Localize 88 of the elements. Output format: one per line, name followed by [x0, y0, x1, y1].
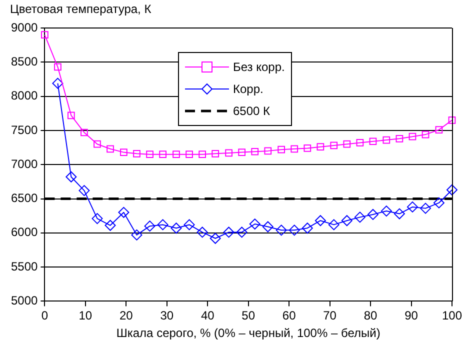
legend-label: 6500 К — [233, 104, 270, 118]
point — [94, 140, 101, 148]
x-tick-label: 70 — [323, 308, 337, 323]
point — [433, 197, 444, 208]
point — [354, 212, 366, 223]
point — [406, 201, 418, 212]
y-tick-label: 7500 — [10, 122, 38, 137]
point — [314, 215, 326, 226]
point — [92, 213, 103, 224]
point — [448, 116, 456, 124]
point — [146, 150, 154, 158]
y-tick-label: 5500 — [10, 259, 38, 274]
point — [290, 145, 298, 153]
point — [288, 224, 300, 236]
point — [316, 143, 324, 151]
point — [408, 132, 416, 140]
point — [278, 146, 286, 154]
point — [106, 145, 114, 153]
x-tick-label: 50 — [242, 308, 256, 323]
point — [54, 63, 62, 71]
x-tick-label: 20 — [119, 308, 134, 323]
x-tick-label: 80 — [364, 308, 378, 323]
x-tick-label: 10 — [78, 308, 92, 323]
point — [104, 220, 116, 231]
point — [236, 226, 248, 238]
point — [356, 139, 364, 146]
point — [170, 222, 182, 234]
point — [238, 148, 246, 156]
point — [159, 150, 166, 158]
point — [262, 221, 274, 232]
y-tick-label: 5000 — [10, 294, 38, 308]
legend-label: Без корр. — [233, 60, 285, 74]
point — [276, 224, 287, 236]
point — [420, 202, 432, 214]
point — [120, 148, 128, 156]
point — [343, 140, 351, 148]
point — [184, 219, 195, 230]
point — [367, 208, 378, 220]
point — [186, 150, 193, 158]
y-axis-title: Цветовая температура, К — [10, 2, 152, 16]
point — [41, 31, 48, 39]
y-tick-label: 9000 — [10, 20, 38, 34]
y-tick-label: 6000 — [10, 225, 38, 240]
point — [251, 148, 259, 156]
point — [210, 232, 221, 244]
point — [328, 219, 340, 230]
point — [435, 126, 443, 134]
point — [78, 185, 90, 196]
point — [341, 215, 352, 226]
y-tick-label: 8000 — [10, 88, 38, 103]
point — [249, 218, 260, 230]
point — [144, 220, 156, 232]
x-tick-label: 30 — [160, 308, 174, 323]
x-axis-title: Шкала серого, % (0% – черный, 100% – белый) — [116, 326, 380, 340]
point — [80, 128, 88, 136]
point — [304, 144, 312, 152]
y-tick-label: 7000 — [10, 156, 38, 171]
point — [380, 206, 392, 217]
x-tick-label: 60 — [282, 308, 296, 323]
point — [131, 229, 142, 240]
point — [396, 134, 404, 142]
point — [264, 147, 272, 155]
point — [157, 219, 168, 230]
point — [422, 130, 430, 138]
x-tick-label: 100 — [442, 308, 462, 323]
point — [172, 150, 180, 158]
point — [302, 222, 313, 234]
point — [133, 150, 140, 158]
point — [212, 150, 220, 158]
x-tick-label: 40 — [200, 308, 215, 323]
point — [198, 150, 206, 158]
point — [67, 112, 75, 120]
legend-label: Корр. — [233, 82, 264, 96]
x-tick-label: 90 — [404, 308, 418, 323]
point — [223, 226, 234, 238]
point — [196, 226, 208, 238]
x-tick-label: 0 — [41, 308, 48, 323]
point — [118, 206, 130, 218]
point — [446, 184, 458, 196]
point — [369, 138, 377, 146]
point — [394, 208, 405, 220]
point — [382, 136, 390, 144]
point — [52, 78, 64, 89]
y-tick-label: 6500 — [10, 191, 38, 206]
point — [225, 149, 232, 157]
y-tick-label: 8500 — [10, 54, 38, 68]
point — [330, 142, 338, 150]
point — [66, 171, 77, 182]
